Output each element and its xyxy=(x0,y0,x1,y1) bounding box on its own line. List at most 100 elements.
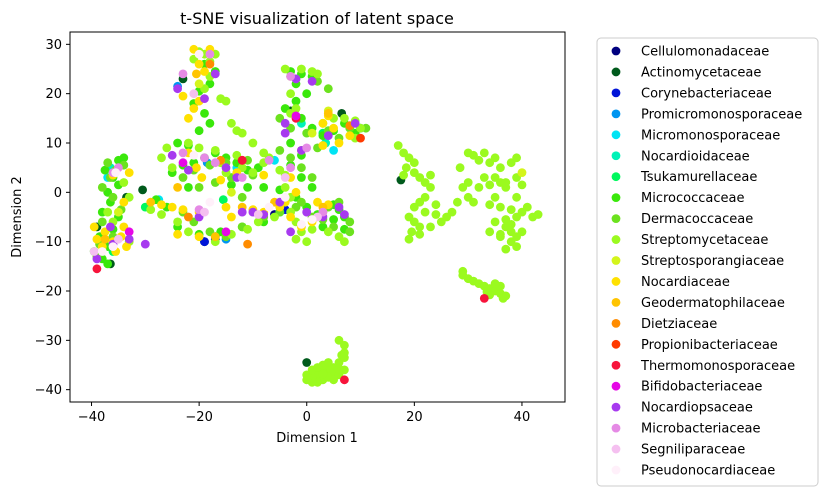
point-micrococcaceae-27 xyxy=(205,118,215,128)
legend-label: Bifidobacteriaceae xyxy=(641,380,762,395)
point-micrococcaceae-25 xyxy=(173,138,183,148)
point-streptomycetaceae-154 xyxy=(307,224,317,234)
point-streptomycetaceae-51 xyxy=(490,217,500,227)
point-streptomycetaceae-33 xyxy=(474,155,484,165)
point-dermacoccaceae-35 xyxy=(307,173,317,182)
point-nocardiopsaceae-28 xyxy=(173,84,183,94)
point-streptosporangiaceae-2 xyxy=(114,207,123,217)
point-streptomycetaceae-20 xyxy=(431,210,441,219)
point-nocardiopsaceae-18 xyxy=(302,207,312,217)
point-micrococcaceae-70 xyxy=(243,183,253,192)
legend-label: Dermacoccaceae xyxy=(641,212,753,227)
legend-frame xyxy=(596,37,819,487)
point-streptosporangiaceae-4 xyxy=(307,128,317,138)
axis-ticks: −40 −20 0 20 40 −40 −30 −20 −10 0 10 20 30 xyxy=(35,38,531,425)
point-streptomycetaceae-16 xyxy=(404,234,414,244)
point-streptomycetaceae-14 xyxy=(415,222,425,232)
point-nocardiaceae-27 xyxy=(221,202,231,212)
point-streptomycetaceae-55 xyxy=(512,242,521,252)
point-dermacoccaceae-20 xyxy=(237,192,247,202)
point-streptomycetaceae-160 xyxy=(173,217,183,227)
point-streptosporangiaceae-5 xyxy=(227,187,236,197)
legend-marker xyxy=(611,381,621,391)
point-nocardiaceae-25 xyxy=(178,205,188,215)
legend-label: Corynebacteriaceae xyxy=(641,86,772,101)
point-actinomycetaceae-3 xyxy=(138,185,148,195)
point-segniliparaceae-0 xyxy=(89,247,99,256)
point-streptomycetaceae-165 xyxy=(253,217,263,227)
point-segniliparaceae-5 xyxy=(114,234,123,244)
point-streptomycetaceae-8 xyxy=(426,183,435,192)
x-tick-label-0: −40 xyxy=(78,410,105,425)
point-streptomycetaceae-66 xyxy=(517,180,527,190)
point-pseudonocardiaceae-7 xyxy=(280,192,290,202)
point-streptomycetaceae-88 xyxy=(458,270,468,280)
point-dermacoccaceae-2 xyxy=(103,158,113,168)
point-micrococcaceae-68 xyxy=(184,183,193,192)
legend-label: Cellulomonadaceae xyxy=(641,45,769,60)
chart-title: t-SNE visualization of latent space xyxy=(180,9,454,28)
point-pseudonocardiaceae-1 xyxy=(108,242,118,252)
point-geodermatophilaceae-8 xyxy=(100,234,110,244)
point-pseudonocardiaceae-6 xyxy=(307,215,317,224)
point-nocardiaceae-6 xyxy=(89,222,99,232)
point-micrococcaceae-1 xyxy=(119,153,129,163)
point-thermomonosporaceae-2 xyxy=(479,294,489,303)
point-streptomycetaceae-159 xyxy=(157,210,166,219)
point-streptomycetaceae-127 xyxy=(237,128,247,138)
point-nocardiopsaceae-12 xyxy=(307,76,317,86)
point-streptomycetaceae-47 xyxy=(485,200,495,210)
point-streptomycetaceae-46 xyxy=(490,192,500,202)
point-nocardiaceae-9 xyxy=(184,113,193,123)
legend: Cellulomonadaceae Actinomycetaceae Coryneb… xyxy=(596,37,819,487)
point-streptomycetaceae-150 xyxy=(340,113,349,123)
point-nocardiaceae-34 xyxy=(291,187,301,197)
legend-marker xyxy=(611,423,621,433)
point-streptomycetaceae-145 xyxy=(286,89,295,99)
point-streptomycetaceae-90 xyxy=(340,340,349,350)
point-dermacoccaceae-4 xyxy=(97,183,107,192)
point-nocardiaceae-18 xyxy=(192,163,201,173)
point-nocardiaceae-16 xyxy=(178,91,188,101)
point-streptomycetaceae-35 xyxy=(479,148,489,158)
legend-item-dietziaceae: Dietziaceae xyxy=(611,317,717,332)
legend-label: Promicromonosporaceae xyxy=(641,107,802,122)
point-streptomycetaceae-17 xyxy=(415,229,425,239)
point-streptomycetaceae-143 xyxy=(313,69,322,79)
point-streptomycetaceae-133 xyxy=(280,183,290,192)
point-segniliparaceae-2 xyxy=(200,207,209,217)
point-thermomonosporaceae-0 xyxy=(92,264,102,274)
legend-marker xyxy=(611,339,621,349)
point-micrococcaceae-26 xyxy=(194,126,204,136)
point-tsukamurellaceae-0 xyxy=(218,195,228,205)
point-dietziaceae-0 xyxy=(205,59,215,69)
legend-item-nocardiopsaceae: Nocardiopsaceae xyxy=(611,401,753,416)
point-streptomycetaceae-70 xyxy=(501,178,511,187)
point-streptomycetaceae-141 xyxy=(297,64,306,74)
axes-frame xyxy=(69,31,566,403)
point-micrococcaceae-50 xyxy=(297,173,306,182)
point-geodermatophilaceae-5 xyxy=(323,109,333,118)
legend-label: Segniliparaceae xyxy=(641,443,745,458)
point-dermacoccaceae-32 xyxy=(275,146,285,155)
legend-marker xyxy=(611,109,621,119)
point-pseudonocardiaceae-4 xyxy=(264,202,274,212)
point-segniliparaceae-6 xyxy=(280,173,290,182)
point-streptomycetaceae-27 xyxy=(453,197,462,207)
point-nocardiaceae-19 xyxy=(197,173,207,182)
point-dermacoccaceae-23 xyxy=(323,84,333,94)
legend-item-dermacoccaceae: Dermacoccaceae xyxy=(611,212,753,227)
point-streptomycetaceae-59 xyxy=(506,220,516,229)
point-streptomycetaceae-30 xyxy=(455,163,465,173)
point-dietziaceae-1 xyxy=(184,212,193,222)
point-pseudonocardiaceae-8 xyxy=(205,197,215,207)
point-streptomycetaceae-11 xyxy=(409,202,419,212)
point-pseudonocardiaceae-2 xyxy=(194,49,204,59)
legend-item-nocardioidaceae: Nocardioidaceae xyxy=(611,149,750,164)
series-microbacteriaceae xyxy=(108,49,328,217)
point-dermacoccaceae-5 xyxy=(108,192,118,202)
legend-label: Thermomonosporaceae xyxy=(640,359,795,374)
series-streptomycetaceae xyxy=(103,47,543,387)
point-nocardiopsaceae-5 xyxy=(167,150,177,160)
x-tick-label-4: 40 xyxy=(514,410,531,425)
